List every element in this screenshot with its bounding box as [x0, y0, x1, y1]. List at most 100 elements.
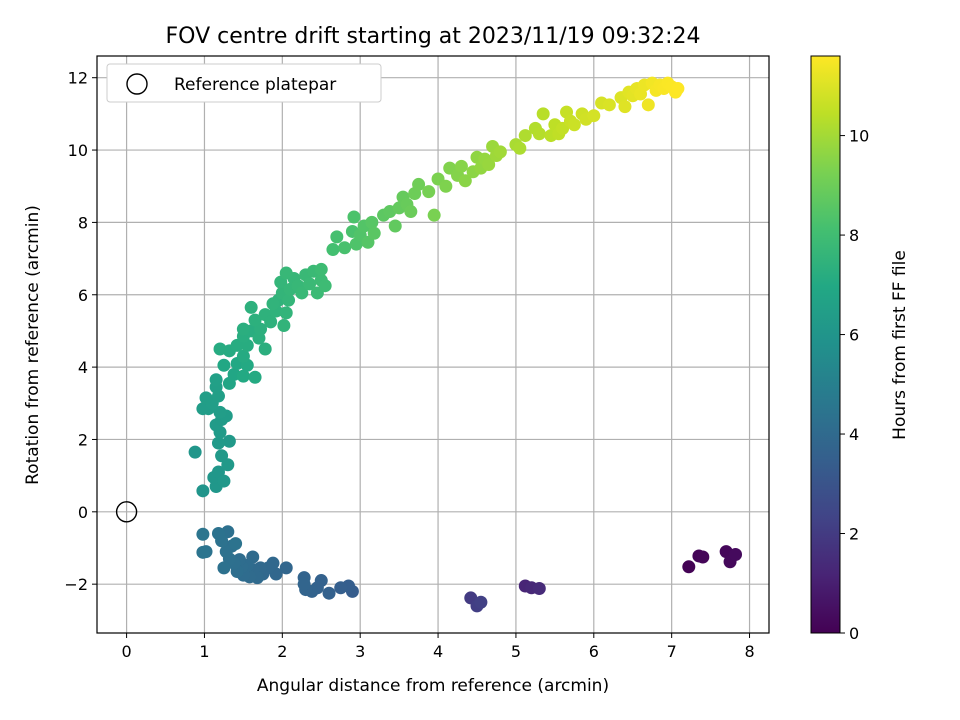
x-tick-label: 1: [199, 642, 209, 661]
data-point: [258, 342, 272, 356]
data-point: [279, 266, 293, 280]
data-point: [326, 243, 340, 257]
data-point: [222, 434, 236, 448]
data-point: [412, 177, 426, 191]
data-point: [217, 474, 231, 488]
data-point: [248, 370, 262, 384]
colorbar-label: Hours from first FF file: [890, 250, 910, 440]
legend: Reference platepar: [106, 63, 382, 103]
x-tick-label: 8: [744, 642, 754, 661]
data-point: [211, 436, 225, 450]
data-point: [439, 179, 453, 193]
legend-reference-marker: [126, 73, 148, 95]
data-point: [587, 109, 601, 123]
data-point: [303, 277, 317, 291]
legend-box: [106, 63, 382, 103]
x-tick-label: 2: [277, 642, 287, 661]
colorbar: 0 2 4 6 8 10 Hours from first FF file: [810, 55, 910, 643]
plot-frame: [96, 55, 770, 634]
data-point: [217, 358, 231, 372]
data-point: [236, 369, 250, 383]
colorbar-gradient: [810, 55, 841, 634]
colorbar-tick-label: 10: [849, 127, 869, 146]
reference-marker: [115, 501, 138, 523]
data-point: [248, 313, 262, 327]
data-point: [215, 449, 229, 463]
x-tick-label: 7: [667, 642, 677, 661]
data-point: [365, 215, 379, 229]
data-point: [361, 235, 375, 249]
data-point: [671, 82, 685, 96]
x-tick-label: 0: [121, 642, 131, 661]
data-point: [314, 262, 328, 276]
y-tick-label: 12: [68, 69, 88, 88]
reference-platepar-marker: [115, 501, 138, 523]
data-point: [230, 338, 244, 352]
data-point: [279, 561, 293, 575]
data-point: [318, 279, 332, 293]
data-point: [532, 127, 546, 141]
data-point: [482, 158, 496, 172]
data-point: [567, 118, 581, 132]
data-point: [188, 445, 202, 459]
grid-lines: [97, 56, 769, 633]
colorbar-tick-label: 8: [849, 226, 859, 245]
x-axis-label: Angular distance from reference (arcmin): [257, 676, 609, 696]
x-tick-label: 3: [355, 642, 365, 661]
data-point: [264, 315, 278, 329]
x-axis-ticks: 0 1 2 3 4 5 6 7 8: [121, 633, 755, 661]
data-point: [602, 98, 616, 112]
data-point: [618, 100, 632, 114]
data-point: [696, 550, 710, 564]
data-point: [213, 342, 227, 356]
data-point: [404, 205, 418, 219]
data-point: [196, 527, 210, 541]
data-point: [388, 219, 402, 233]
data-point: [211, 527, 225, 541]
x-tick-label: 4: [433, 642, 443, 661]
colorbar-tick-label: 2: [849, 525, 859, 544]
x-tick-label: 5: [511, 642, 521, 661]
chart-title: FOV centre drift starting at 2023/11/19 …: [166, 24, 701, 49]
data-point: [367, 226, 381, 240]
data-point: [217, 561, 231, 575]
colorbar-ticks: 0 2 4 6 8 10: [840, 127, 869, 643]
y-tick-label: 4: [78, 358, 88, 377]
data-point: [277, 319, 291, 333]
data-point: [236, 349, 250, 363]
data-point: [641, 98, 655, 112]
data-point: [518, 129, 532, 143]
data-point: [427, 208, 441, 222]
data-point: [282, 293, 296, 307]
data-point: [295, 286, 309, 300]
data-point: [322, 586, 336, 600]
data-point: [229, 537, 243, 551]
data-point: [347, 210, 361, 224]
colorbar-tick-label: 6: [849, 326, 859, 345]
y-tick-label: 0: [78, 503, 88, 522]
y-axis-label: Rotation from reference (arcmin): [23, 205, 43, 485]
data-point: [279, 306, 293, 320]
data-point: [493, 145, 507, 159]
data-point: [474, 595, 488, 609]
data-point: [536, 107, 550, 121]
colorbar-tick-label: 0: [849, 624, 859, 643]
data-point: [729, 547, 743, 561]
data-point: [513, 141, 527, 155]
data-point: [236, 322, 250, 336]
data-point: [221, 458, 235, 472]
data-point: [334, 581, 348, 595]
data-point: [422, 185, 436, 199]
data-points: [188, 76, 743, 613]
data-point: [209, 373, 223, 387]
y-tick-label: 10: [68, 141, 88, 160]
x-tick-label: 6: [589, 642, 599, 661]
data-point: [219, 545, 233, 559]
data-point: [266, 297, 280, 311]
data-point: [196, 484, 210, 498]
data-point: [244, 300, 258, 314]
colorbar-tick-label: 4: [849, 425, 859, 444]
data-point: [458, 174, 472, 188]
y-tick-label: 6: [78, 286, 88, 305]
